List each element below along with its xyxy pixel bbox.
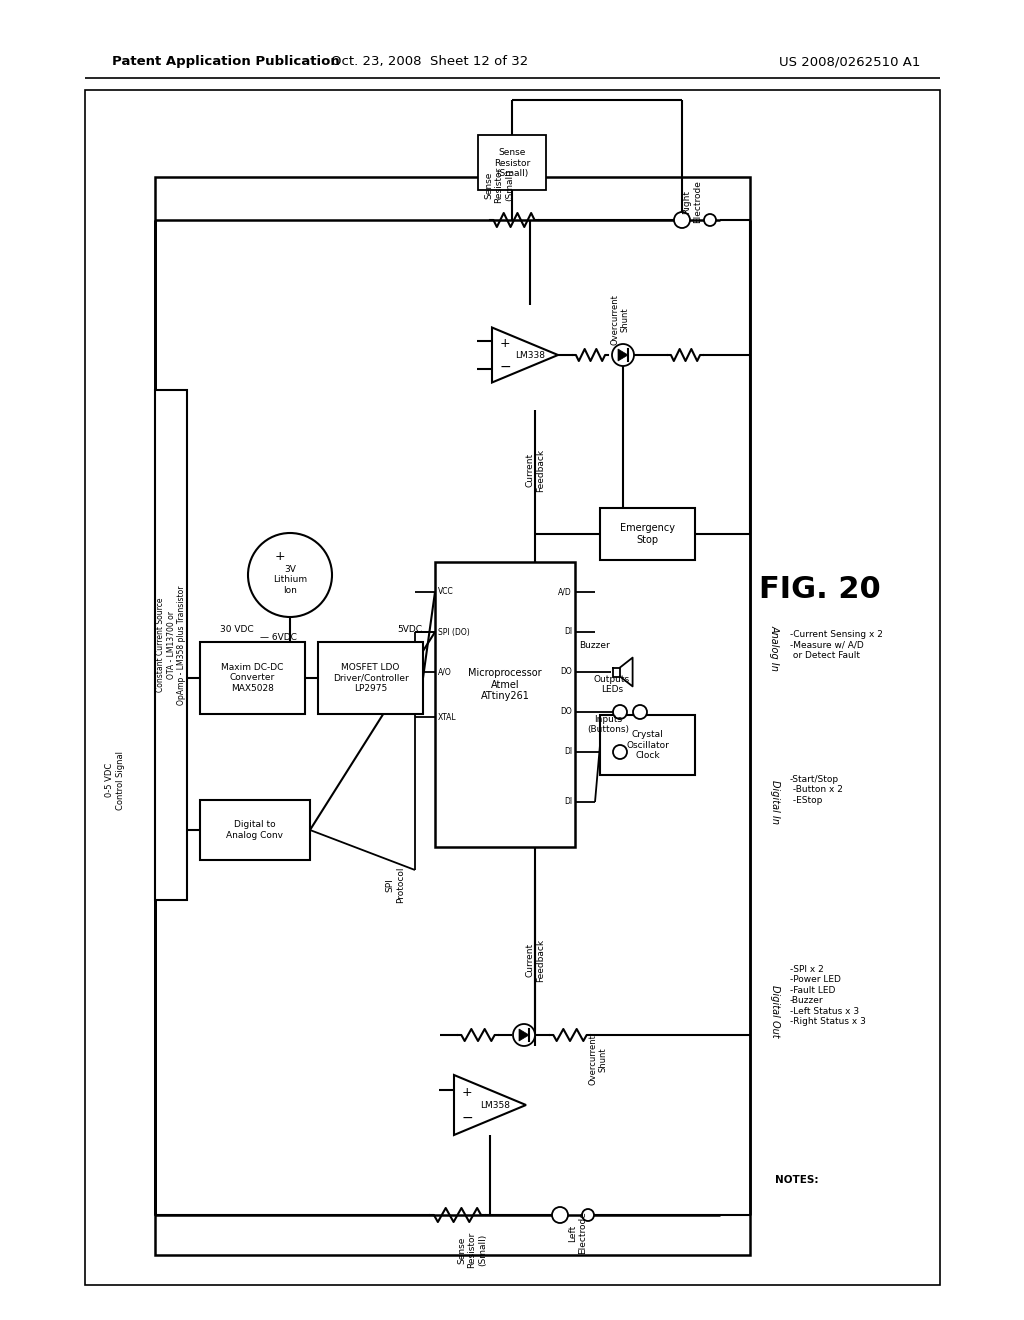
Text: Overcurrent
Shunt: Overcurrent Shunt — [610, 294, 630, 346]
Bar — [318, 642, 423, 714]
Text: A/O: A/O — [438, 668, 452, 676]
Text: +: + — [500, 337, 511, 350]
Text: FIG. 20: FIG. 20 — [759, 576, 881, 605]
Text: Inputs
(Buttons): Inputs (Buttons) — [587, 714, 629, 734]
Text: NOTES:: NOTES: — [775, 1175, 818, 1185]
Text: 3V
Lithium
Ion: 3V Lithium Ion — [273, 565, 307, 595]
Text: Outputs
LEDs: Outputs LEDs — [594, 675, 630, 694]
Circle shape — [613, 705, 627, 719]
Text: LM358: LM358 — [480, 1101, 510, 1110]
Text: DO: DO — [560, 668, 572, 676]
Text: Digital In: Digital In — [770, 780, 780, 824]
Circle shape — [633, 705, 647, 719]
Circle shape — [552, 1206, 568, 1224]
Text: −: − — [462, 1111, 474, 1125]
Text: Analog In: Analog In — [770, 624, 780, 671]
Text: Sense
Resistor
(Small): Sense Resistor (Small) — [484, 166, 514, 203]
Polygon shape — [618, 348, 628, 360]
Text: Right
Electrode: Right Electrode — [683, 181, 702, 223]
Bar — [478, 135, 546, 190]
Text: DI: DI — [564, 747, 572, 756]
Bar — [200, 642, 305, 714]
Text: Digital to
Analog Conv: Digital to Analog Conv — [226, 820, 284, 840]
Text: — 6VDC: — 6VDC — [260, 634, 297, 643]
Text: DO: DO — [560, 708, 572, 717]
Text: DI: DI — [564, 797, 572, 807]
Bar — [155, 389, 187, 900]
Text: A/D: A/D — [558, 587, 572, 597]
Circle shape — [582, 1209, 594, 1221]
Text: -SPI x 2
-Power LED
-Fault LED
-Buzzer
-Left Status x 3
-Right Status x 3: -SPI x 2 -Power LED -Fault LED -Buzzer -… — [790, 965, 866, 1026]
Text: MOSFET LDO
Driver/Controller
LP2975: MOSFET LDO Driver/Controller LP2975 — [333, 663, 409, 693]
Bar — [435, 562, 575, 847]
Circle shape — [248, 533, 332, 616]
Text: Overcurrent
Shunt: Overcurrent Shunt — [589, 1035, 607, 1085]
Bar — [200, 800, 310, 861]
Text: LM338: LM338 — [515, 351, 545, 359]
Text: Digital Out: Digital Out — [770, 985, 780, 1038]
Bar — [600, 715, 695, 775]
Text: -Start/Stop
 -Button x 2
 -EStop: -Start/Stop -Button x 2 -EStop — [790, 775, 843, 805]
Text: -Current Sensing x 2
-Measure w/ A/D
 or Detect Fault: -Current Sensing x 2 -Measure w/ A/D or … — [790, 630, 883, 660]
Text: Emergency
Stop: Emergency Stop — [620, 523, 675, 545]
Bar — [85, 90, 940, 1284]
Circle shape — [674, 213, 690, 228]
Text: Oct. 23, 2008  Sheet 12 of 32: Oct. 23, 2008 Sheet 12 of 32 — [332, 55, 528, 69]
Text: Constant Current Source
OTA - LM13700 or
OpAmp - LM358 plus Transistor: Constant Current Source OTA - LM13700 or… — [156, 585, 186, 705]
Circle shape — [705, 214, 716, 226]
Text: US 2008/0262510 A1: US 2008/0262510 A1 — [778, 55, 920, 69]
Text: Left
Electrode: Left Electrode — [568, 1212, 588, 1254]
Text: +: + — [274, 550, 286, 564]
Text: SPI (DO): SPI (DO) — [438, 627, 470, 636]
Text: Patent Application Publication: Patent Application Publication — [112, 55, 340, 69]
Text: Current
Feedback: Current Feedback — [525, 449, 545, 491]
Text: Sense
Resistor
(Small): Sense Resistor (Small) — [494, 148, 530, 178]
Polygon shape — [519, 1030, 529, 1041]
Text: XTAL: XTAL — [438, 713, 457, 722]
Text: −: − — [500, 360, 512, 374]
Bar — [600, 508, 695, 560]
Text: 30 VDC: 30 VDC — [220, 626, 254, 635]
Text: VCC: VCC — [438, 587, 454, 597]
Text: +: + — [462, 1085, 473, 1098]
Text: 0-5 VDC
Control Signal: 0-5 VDC Control Signal — [105, 751, 125, 809]
Text: Buzzer: Buzzer — [580, 642, 610, 649]
Text: Crystal
Oscillator
Clock: Crystal Oscillator Clock — [626, 730, 669, 760]
Circle shape — [612, 345, 634, 366]
Text: DI: DI — [564, 627, 572, 636]
Text: Microprocessor
Atmel
ATtiny261: Microprocessor Atmel ATtiny261 — [468, 668, 542, 701]
Circle shape — [513, 1024, 535, 1045]
Text: Sense
Resistor
(Small): Sense Resistor (Small) — [457, 1232, 486, 1269]
Text: SPI
Protocol: SPI Protocol — [385, 867, 404, 903]
Text: Current
Feedback: Current Feedback — [525, 939, 545, 982]
Text: 5VDC: 5VDC — [397, 626, 423, 635]
Circle shape — [613, 744, 627, 759]
Text: Maxim DC-DC
Converter
MAX5028: Maxim DC-DC Converter MAX5028 — [221, 663, 284, 693]
Bar — [155, 177, 750, 1255]
